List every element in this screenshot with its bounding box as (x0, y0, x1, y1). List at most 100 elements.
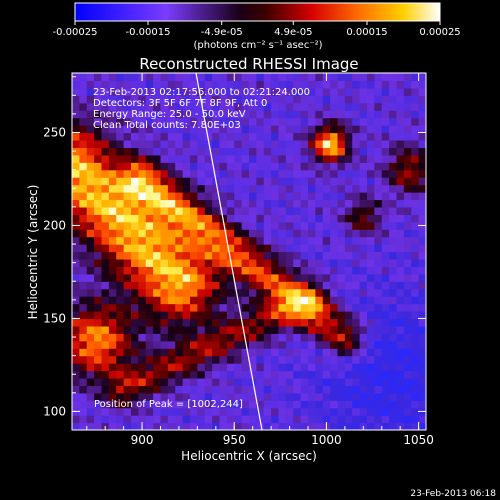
heatmap-cell (367, 221, 375, 230)
heatmap-cell (315, 192, 324, 201)
heatmap-cell (197, 385, 206, 394)
heatmap-cell (249, 80, 257, 89)
heatmap-cell (256, 154, 265, 163)
heatmap-cell (197, 192, 206, 201)
heatmap-cell (381, 355, 390, 364)
heatmap-cell (374, 154, 383, 163)
heatmap-cell (374, 139, 383, 148)
heatmap-cell (271, 162, 280, 171)
heatmap-cell (256, 132, 265, 141)
heatmap-cell (256, 199, 265, 208)
heatmap-cell (138, 318, 147, 327)
heatmap-cell (367, 184, 375, 193)
heatmap-cell (300, 199, 309, 208)
heatmap-cell (160, 251, 169, 260)
heatmap-cell (278, 422, 287, 430)
heatmap-cell (138, 132, 147, 141)
heatmap-cell (153, 273, 162, 282)
heatmap-cell (249, 139, 257, 148)
heatmap-cell (219, 303, 228, 312)
heatmap-cell (101, 377, 110, 386)
heatmap-cell (249, 214, 257, 223)
heatmap-cell (322, 400, 331, 409)
heatmap-cell (145, 132, 154, 141)
heatmap-cell (271, 95, 280, 104)
heatmap-cell (300, 229, 309, 238)
heatmap-cell (359, 80, 368, 89)
heatmap-cell (330, 422, 339, 430)
heatmap-cell (396, 87, 405, 96)
heatmap-cell (138, 273, 147, 282)
heatmap-cell (234, 117, 243, 126)
heatmap-cell (94, 407, 103, 416)
heatmap-cell (153, 184, 162, 193)
heatmap-cell (381, 229, 390, 238)
heatmap-cell (249, 236, 257, 245)
heatmap-cell (403, 221, 412, 230)
heatmap-cell (197, 214, 206, 223)
heatmap-cell (367, 102, 375, 111)
heatmap-cell (138, 333, 147, 342)
heatmap-cell (249, 221, 257, 230)
heatmap-cell (285, 281, 294, 290)
heatmap-cell (249, 177, 257, 186)
heatmap-cell (256, 184, 265, 193)
heatmap-cell (123, 95, 132, 104)
heatmap-cell (138, 125, 147, 134)
heatmap-cell (418, 348, 426, 357)
heatmap-cell (249, 400, 257, 409)
heatmap-cell (263, 377, 272, 386)
heatmap-cell (271, 177, 280, 186)
heatmap-cell (271, 206, 280, 215)
heatmap-cell (389, 355, 398, 364)
heatmap-cell (256, 221, 265, 230)
heatmap-cell (131, 199, 139, 208)
heatmap-cell (330, 333, 339, 342)
heatmap-cell (116, 125, 125, 134)
heatmap-cell (403, 363, 412, 372)
heatmap-cell (337, 117, 346, 126)
heatmap-cell (234, 169, 243, 178)
heatmap-cell (175, 102, 184, 111)
heatmap-cell (212, 325, 221, 334)
heatmap-cell (226, 244, 235, 253)
heatmap-cell (79, 95, 88, 104)
heatmap-cell (263, 162, 272, 171)
heatmap-cell (374, 281, 383, 290)
heatmap-cell (123, 303, 132, 312)
heatmap-cell (256, 370, 265, 379)
heatmap-cell (241, 184, 250, 193)
heatmap-cell (94, 415, 103, 424)
heatmap-cell (263, 221, 272, 230)
heatmap-cell (263, 392, 272, 401)
heatmap-cell (278, 333, 287, 342)
heatmap-cell (263, 251, 272, 260)
heatmap-cell (285, 132, 294, 141)
heatmap-cell (234, 206, 243, 215)
heatmap-cell (396, 169, 405, 178)
heatmap-cell (108, 258, 117, 267)
heatmap-cell (330, 370, 339, 379)
heatmap-cell (175, 415, 184, 424)
heatmap-cell (285, 415, 294, 424)
heatmap-cell (381, 296, 390, 305)
heatmap-cell (79, 392, 88, 401)
heatmap-cell (396, 221, 405, 230)
heatmap-cell (300, 95, 309, 104)
heatmap-cell (344, 333, 353, 342)
heatmap-cell (94, 147, 103, 156)
heatmap-cell (167, 154, 176, 163)
heatmap-cell (322, 125, 331, 134)
heatmap-cell (101, 318, 110, 327)
heatmap-cell (337, 102, 346, 111)
heatmap-cell (381, 318, 390, 327)
heatmap-cell (197, 281, 206, 290)
heatmap-cell (241, 363, 250, 372)
heatmap-cell (285, 117, 294, 126)
heatmap-cell (322, 303, 331, 312)
heatmap-cell (308, 95, 316, 104)
heatmap-cell (411, 95, 420, 104)
heatmap-cell (330, 214, 339, 223)
heatmap-cell (285, 177, 294, 186)
heatmap-cell (204, 273, 213, 282)
